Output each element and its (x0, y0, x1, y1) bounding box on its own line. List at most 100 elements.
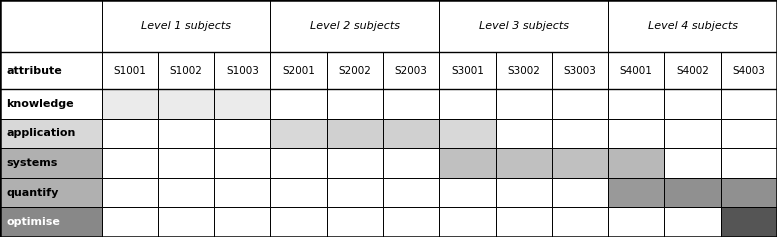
Bar (664, 118, 721, 148)
Bar (270, 118, 327, 148)
Text: quantify: quantify (6, 187, 58, 198)
Bar (608, 52, 664, 89)
Bar (327, 52, 383, 89)
Bar (383, 148, 439, 178)
Bar (721, 148, 777, 178)
Bar (496, 52, 552, 89)
Bar (214, 148, 270, 178)
Bar (0, 89, 102, 118)
Bar (439, 118, 496, 148)
Text: Level 2 subjects: Level 2 subjects (310, 21, 400, 31)
Bar (102, 0, 270, 52)
Bar (439, 148, 496, 178)
Bar (552, 207, 608, 237)
Text: S3003: S3003 (563, 65, 597, 76)
Bar (327, 118, 383, 148)
Bar (327, 178, 383, 207)
Bar (327, 207, 383, 237)
Bar (439, 52, 496, 89)
Bar (270, 0, 439, 52)
Bar (214, 207, 270, 237)
Text: Level 3 subjects: Level 3 subjects (479, 21, 569, 31)
Bar (0, 148, 102, 178)
Bar (721, 178, 777, 207)
Bar (383, 89, 439, 118)
Bar (383, 207, 439, 237)
Bar (664, 207, 721, 237)
Bar (158, 207, 214, 237)
Bar (721, 89, 777, 118)
Text: S1003: S1003 (226, 65, 259, 76)
Bar (270, 89, 327, 118)
Bar (158, 118, 214, 148)
Bar (608, 207, 664, 237)
Bar (270, 178, 327, 207)
Bar (158, 89, 214, 118)
Bar (158, 52, 214, 89)
Bar (327, 89, 383, 118)
Bar (0, 118, 102, 148)
Bar (0, 52, 102, 89)
Text: S4002: S4002 (676, 65, 709, 76)
Bar (664, 52, 721, 89)
Bar (102, 148, 158, 178)
Text: S4001: S4001 (620, 65, 653, 76)
Text: knowledge: knowledge (6, 99, 74, 109)
Text: S1002: S1002 (169, 65, 203, 76)
Bar (552, 52, 608, 89)
Bar (608, 178, 664, 207)
Bar (158, 148, 214, 178)
Bar (664, 178, 721, 207)
Bar (102, 52, 158, 89)
Text: S2001: S2001 (282, 65, 315, 76)
Bar (608, 118, 664, 148)
Text: S2002: S2002 (339, 65, 371, 76)
Bar (721, 207, 777, 237)
Bar (439, 178, 496, 207)
Bar (496, 118, 552, 148)
Text: optimise: optimise (6, 217, 60, 227)
Bar (496, 148, 552, 178)
Bar (102, 178, 158, 207)
Text: systems: systems (6, 158, 57, 168)
Text: S2003: S2003 (395, 65, 427, 76)
Bar (439, 207, 496, 237)
Text: S3001: S3001 (451, 65, 484, 76)
Bar (496, 207, 552, 237)
Bar (552, 178, 608, 207)
Bar (327, 148, 383, 178)
Bar (270, 148, 327, 178)
Bar (496, 178, 552, 207)
Bar (0, 207, 102, 237)
Bar (552, 148, 608, 178)
Bar (214, 118, 270, 148)
Bar (214, 52, 270, 89)
Text: S3002: S3002 (507, 65, 540, 76)
Bar (608, 148, 664, 178)
Bar (102, 207, 158, 237)
Bar (383, 118, 439, 148)
Bar (439, 89, 496, 118)
Text: Level 1 subjects: Level 1 subjects (141, 21, 231, 31)
Bar (496, 89, 552, 118)
Text: S4003: S4003 (733, 65, 765, 76)
Bar (270, 52, 327, 89)
Bar (664, 89, 721, 118)
Bar (270, 207, 327, 237)
Bar (721, 118, 777, 148)
Bar (721, 52, 777, 89)
Text: application: application (6, 128, 75, 138)
Text: attribute: attribute (6, 65, 62, 76)
Bar (0, 178, 102, 207)
Bar (214, 178, 270, 207)
Text: S1001: S1001 (113, 65, 146, 76)
Bar (439, 0, 608, 52)
Bar (102, 89, 158, 118)
Bar (214, 89, 270, 118)
Text: Level 4 subjects: Level 4 subjects (647, 21, 737, 31)
Bar (383, 178, 439, 207)
Bar (102, 118, 158, 148)
Bar (608, 0, 777, 52)
Bar (158, 178, 214, 207)
Bar (383, 52, 439, 89)
